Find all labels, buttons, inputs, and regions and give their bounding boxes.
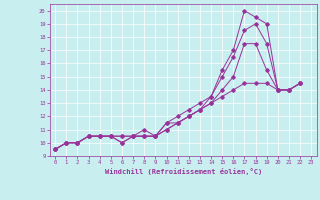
X-axis label: Windchill (Refroidissement éolien,°C): Windchill (Refroidissement éolien,°C)	[105, 168, 262, 175]
